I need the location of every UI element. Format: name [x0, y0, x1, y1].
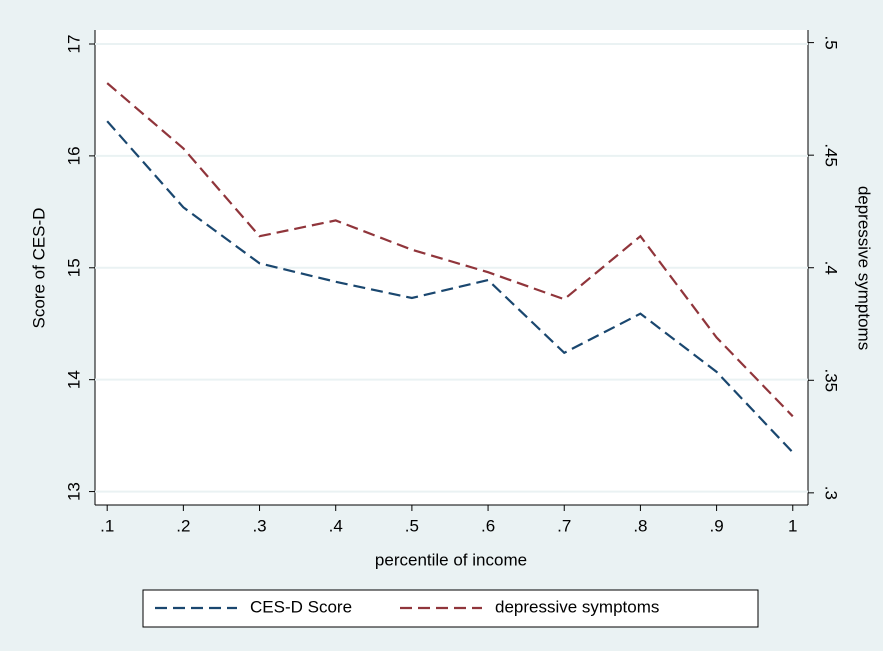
x-tick-label: .1 — [100, 516, 114, 535]
y-tick-label: 17 — [64, 35, 83, 54]
legend-box — [142, 589, 759, 628]
x-tick-label: .8 — [633, 516, 647, 535]
legend-label: depressive symptoms — [495, 597, 659, 616]
series-line — [106, 120, 794, 454]
y-tick-label: 16 — [64, 146, 83, 165]
x-tick-label: .9 — [709, 516, 723, 535]
y-tick-label: 14 — [64, 370, 83, 389]
x-tick-label: .2 — [176, 516, 190, 535]
series-line — [106, 82, 794, 418]
x-tick-label: .4 — [329, 516, 343, 535]
y2-tick-label: .3 — [822, 486, 841, 500]
y2-tick-label: .4 — [822, 261, 841, 275]
y-tick-label: 15 — [64, 258, 83, 277]
y-tick-label: 13 — [64, 482, 83, 501]
legend-label: CES-D Score — [250, 597, 352, 616]
y2-tick-label: .5 — [822, 36, 841, 50]
y2-tick-label: .35 — [822, 368, 841, 392]
x-tick-label: .3 — [252, 516, 266, 535]
x-tick-label: 1 — [788, 516, 797, 535]
x-tick-label: .5 — [405, 516, 419, 535]
y2-axis-label: depressive symptoms — [855, 186, 874, 350]
x-tick-label: .6 — [481, 516, 495, 535]
y2-tick-label: .45 — [822, 143, 841, 167]
x-tick-label: .7 — [557, 516, 571, 535]
y-axis-label: Score of CES-D — [29, 208, 48, 329]
x-axis-label: percentile of income — [375, 550, 527, 569]
